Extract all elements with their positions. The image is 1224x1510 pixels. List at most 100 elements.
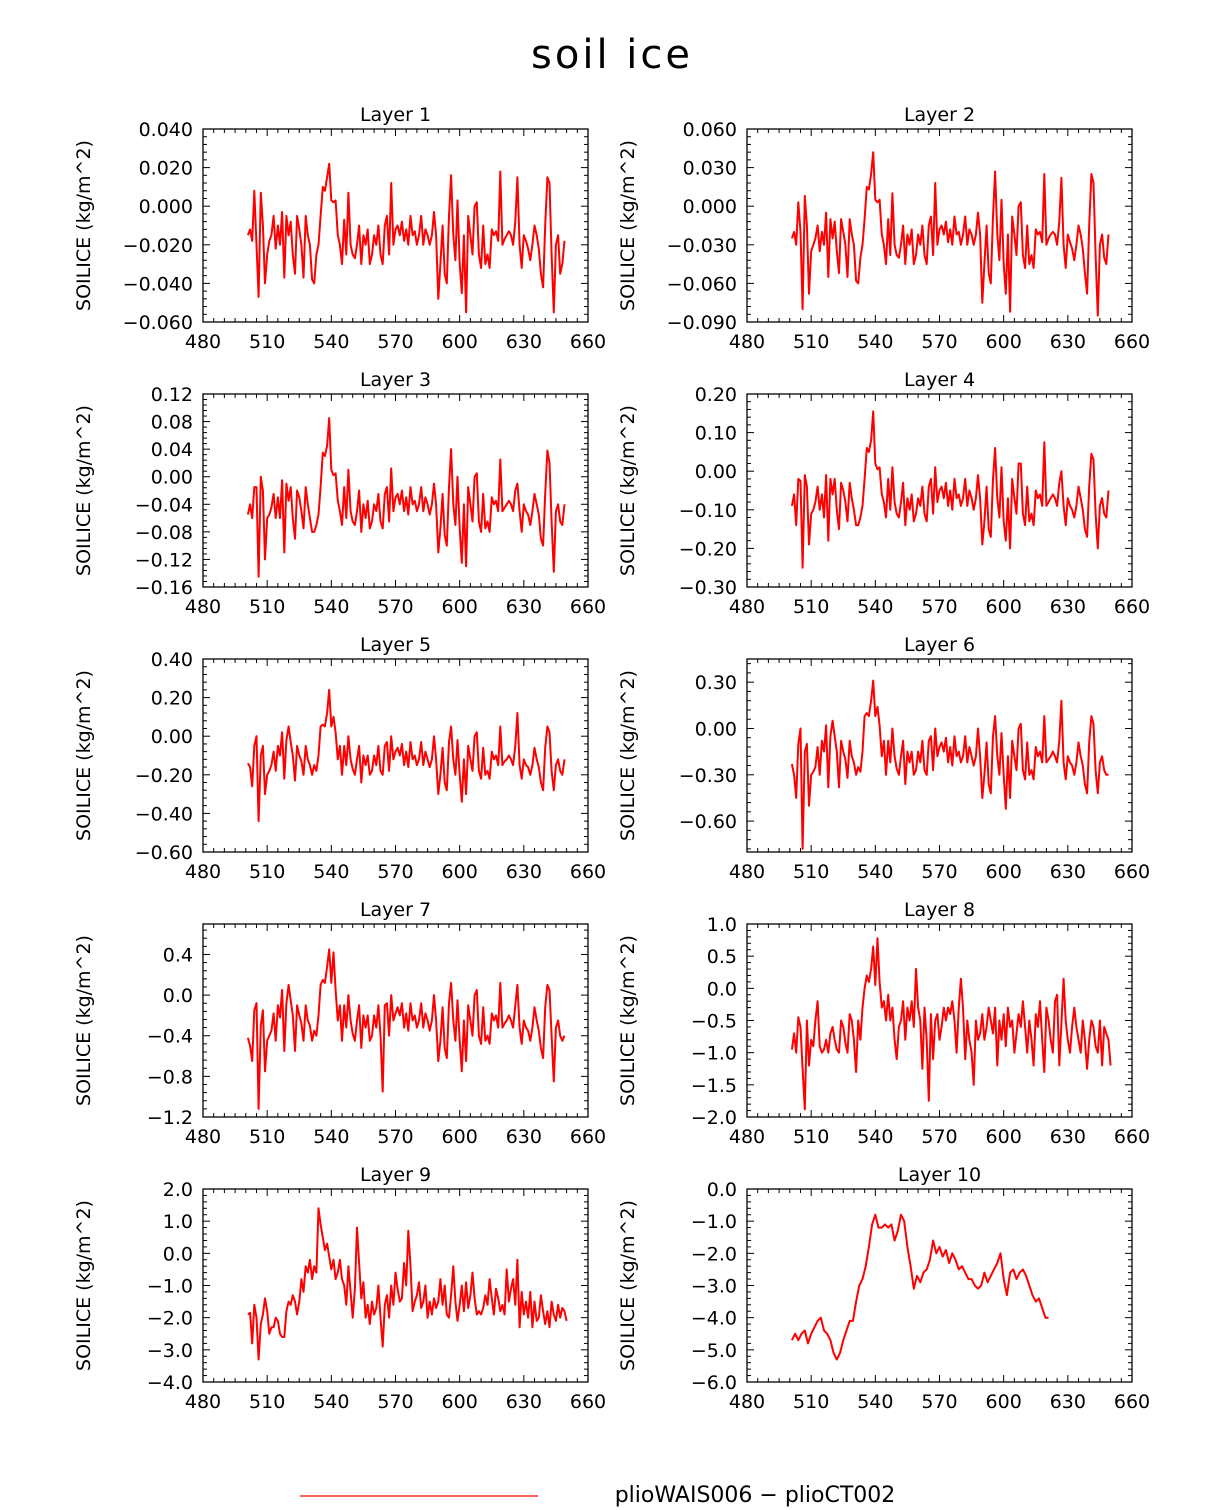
y-tick-label: −0.04 xyxy=(135,494,193,516)
x-tick-label: 660 xyxy=(1114,596,1150,618)
series-line xyxy=(247,1207,568,1361)
y-tick-label: 0.20 xyxy=(695,384,737,406)
x-tick-label: 630 xyxy=(1050,1126,1086,1148)
panel-title: Layer 6 xyxy=(904,634,975,656)
y-tick-label: 0.00 xyxy=(695,461,737,483)
y-axis-label: SOILICE (kg/m^2) xyxy=(73,1200,95,1371)
y-tick-label: 0.0 xyxy=(163,985,193,1007)
panel-title: Layer 3 xyxy=(360,369,431,391)
x-tick-label: 510 xyxy=(249,596,285,618)
y-tick-label: −0.60 xyxy=(135,842,193,864)
x-tick-label: 630 xyxy=(1050,596,1086,618)
y-tick-label: 0.000 xyxy=(139,196,193,218)
panel-10: Layer 10 480 510 540 570 600 630 660 −6.0 −5.0 −4.… xyxy=(617,1164,1150,1413)
y-tick-label: −0.20 xyxy=(135,765,193,787)
y-tick-label: 0.0 xyxy=(707,978,737,1000)
x-tick-label: 600 xyxy=(442,1126,478,1148)
y-tick-label: 1.0 xyxy=(707,914,737,936)
y-tick-label: −0.5 xyxy=(691,1011,737,1033)
y-axis-label: SOILICE (kg/m^2) xyxy=(617,405,639,576)
x-tick-label: 600 xyxy=(986,1126,1022,1148)
x-tick-label: 510 xyxy=(249,861,285,883)
y-tick-label: 0.00 xyxy=(151,467,193,489)
x-tick-label: 660 xyxy=(1114,1391,1150,1413)
y-axis-label: SOILICE (kg/m^2) xyxy=(617,140,639,311)
panel-6: Layer 6 480 510 540 570 600 630 660 −0.60 −0.30 0.… xyxy=(617,634,1150,883)
panel-5: Layer 5 480 510 540 570 600 630 660 −0.60 −0.40 −0… xyxy=(73,634,606,883)
x-tick-label: 660 xyxy=(570,1126,606,1148)
series-line xyxy=(246,417,566,578)
x-tick-label: 540 xyxy=(857,331,893,353)
x-tick-label: 480 xyxy=(729,331,765,353)
x-tick-label: 660 xyxy=(570,596,606,618)
x-tick-label: 630 xyxy=(1050,861,1086,883)
y-tick-label: 0.5 xyxy=(707,946,737,968)
y-tick-label: 0.030 xyxy=(683,158,737,180)
figure-title: soil ice xyxy=(531,32,693,78)
series-line xyxy=(246,162,566,314)
x-tick-label: 480 xyxy=(729,861,765,883)
y-tick-label: −0.30 xyxy=(679,765,737,787)
series-line xyxy=(790,410,1110,569)
y-tick-label: −3.0 xyxy=(147,1340,193,1362)
y-tick-label: −1.2 xyxy=(147,1107,193,1129)
x-tick-label: 630 xyxy=(1050,331,1086,353)
y-tick-label: 0.04 xyxy=(151,439,193,461)
x-tick-label: 600 xyxy=(442,861,478,883)
y-tick-label: −0.030 xyxy=(667,235,737,257)
y-axis-label: SOILICE (kg/m^2) xyxy=(617,1200,639,1371)
y-tick-label: 0.10 xyxy=(695,423,737,445)
x-tick-label: 510 xyxy=(793,596,829,618)
x-tick-label: 570 xyxy=(377,596,413,618)
y-tick-label: 0.060 xyxy=(683,119,737,141)
y-tick-label: −0.060 xyxy=(123,312,193,334)
x-tick-label: 660 xyxy=(570,861,606,883)
series-line xyxy=(246,948,566,1110)
x-tick-label: 630 xyxy=(506,331,542,353)
panel-title: Layer 1 xyxy=(360,104,431,126)
x-tick-label: 630 xyxy=(506,861,542,883)
series-line xyxy=(790,937,1112,1111)
series-line xyxy=(790,151,1110,317)
y-tick-label: 0.000 xyxy=(683,196,737,218)
plot-frame xyxy=(746,1188,1133,1383)
x-tick-label: 630 xyxy=(1050,1391,1086,1413)
series-line xyxy=(247,688,566,823)
x-tick-label: 480 xyxy=(729,1391,765,1413)
y-tick-label: −0.060 xyxy=(667,273,737,295)
y-tick-label: 0.00 xyxy=(151,726,193,748)
x-tick-label: 510 xyxy=(249,1391,285,1413)
x-tick-label: 540 xyxy=(857,1391,893,1413)
y-tick-label: −1.0 xyxy=(147,1276,193,1298)
panel-8: Layer 8 480 510 540 570 600 630 660 −2.0 −1.5 −1.0… xyxy=(617,899,1150,1148)
x-tick-label: 480 xyxy=(185,596,221,618)
series-line xyxy=(790,679,1109,850)
y-axis-label: SOILICE (kg/m^2) xyxy=(617,935,639,1106)
y-tick-label: −0.12 xyxy=(135,549,193,571)
y-tick-label: −0.8 xyxy=(147,1066,193,1088)
x-tick-label: 570 xyxy=(377,861,413,883)
x-tick-label: 660 xyxy=(1114,1126,1150,1148)
y-tick-label: −1.5 xyxy=(691,1075,737,1097)
panel-title: Layer 4 xyxy=(904,369,975,391)
x-tick-label: 540 xyxy=(313,1126,349,1148)
x-tick-label: 480 xyxy=(729,596,765,618)
x-tick-label: 540 xyxy=(313,596,349,618)
panel-title: Layer 2 xyxy=(904,104,975,126)
x-tick-label: 540 xyxy=(313,861,349,883)
y-tick-label: 1.0 xyxy=(163,1211,193,1233)
y-tick-label: −2.0 xyxy=(147,1308,193,1330)
y-tick-label: −0.040 xyxy=(123,273,193,295)
x-tick-label: 480 xyxy=(185,1126,221,1148)
panel-title: Layer 7 xyxy=(360,899,431,921)
y-tick-label: 0.020 xyxy=(139,158,193,180)
y-tick-label: 0.20 xyxy=(151,688,193,710)
panel-4: Layer 4 480 510 540 570 600 630 660 −0.30 −0.20 −0… xyxy=(617,369,1150,618)
panel-title: Layer 9 xyxy=(360,1164,431,1186)
legend: plioWAIS006 − plioCT002 xyxy=(300,1483,895,1508)
y-tick-label: −0.10 xyxy=(679,500,737,522)
y-axis-label: SOILICE (kg/m^2) xyxy=(73,405,95,576)
y-tick-label: −1.0 xyxy=(691,1211,737,1233)
y-tick-label: 0.0 xyxy=(707,1179,737,1201)
